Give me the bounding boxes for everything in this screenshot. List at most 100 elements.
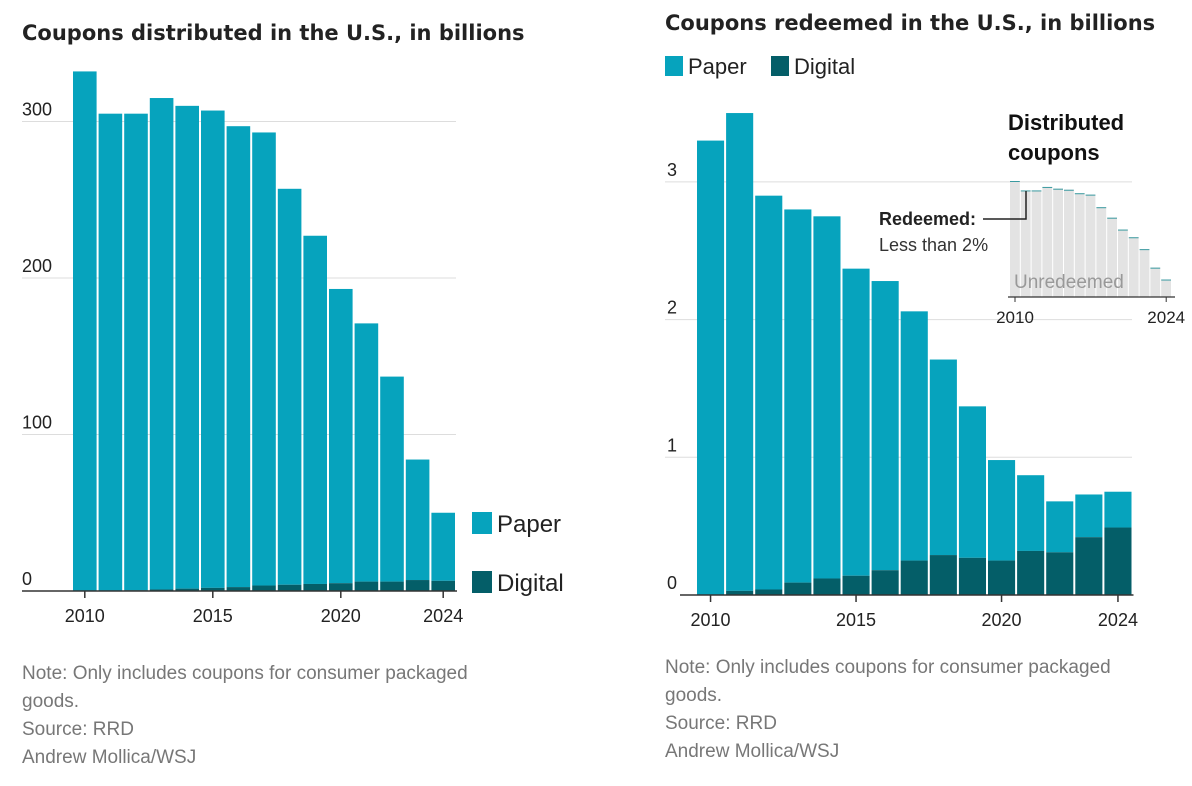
- bar-paper: [380, 376, 404, 582]
- legend-swatch-digital: [472, 571, 492, 593]
- x-tick-label: 2010: [691, 610, 731, 630]
- inset-bar-redeemed: [1128, 237, 1139, 239]
- y-tick-label: 300: [22, 100, 52, 120]
- inset-bar-redeemed: [1161, 279, 1171, 281]
- inset-bar-unredeemed: [1020, 190, 1031, 297]
- bar-paper: [871, 281, 899, 571]
- credit-line: Andrew Mollica/WSJ: [22, 747, 197, 768]
- bar-paper: [277, 188, 302, 585]
- bar-paper: [201, 110, 225, 588]
- bar-digital: [380, 581, 404, 591]
- inset-bar-redeemed: [1074, 193, 1085, 195]
- inset-bar-unredeemed: [1150, 267, 1161, 297]
- y-tick-label: 0: [667, 573, 677, 593]
- inset-bar-redeemed: [1042, 186, 1053, 188]
- bar-paper: [1104, 491, 1132, 528]
- bar-digital: [871, 570, 899, 595]
- left-notes: Note: Only includes coupons for consumer…: [22, 660, 468, 772]
- bar-paper: [405, 459, 430, 581]
- bar-paper: [929, 359, 957, 556]
- bar-paper: [303, 235, 327, 584]
- bar-paper: [813, 216, 841, 579]
- inset-title: coupons: [1008, 140, 1100, 165]
- bar-digital: [929, 555, 957, 595]
- inset-bar-unredeemed: [1118, 229, 1128, 297]
- bar-digital: [1017, 550, 1045, 595]
- bar-paper: [726, 113, 754, 591]
- bar-paper: [900, 311, 928, 561]
- bar-paper: [98, 113, 123, 592]
- y-tick-label: 100: [22, 413, 52, 433]
- x-tick-label: 2015: [836, 610, 876, 630]
- x-tick-label: 2024: [423, 606, 463, 626]
- bar-paper: [73, 71, 97, 592]
- note-line: Note: Only includes coupons for consumer…: [22, 663, 468, 684]
- y-tick-label: 200: [22, 256, 52, 276]
- bar-digital: [303, 583, 327, 591]
- annotation-leader: [983, 191, 1027, 220]
- legend-label-paper: Paper: [688, 54, 747, 79]
- inset-bar-unredeemed: [1053, 188, 1063, 297]
- inset-bar-redeemed: [1096, 207, 1107, 209]
- note-line: goods.: [22, 691, 80, 712]
- source-line: Source: RRD: [665, 713, 777, 734]
- bar-digital: [1075, 537, 1103, 595]
- y-tick-label: 2: [667, 298, 677, 318]
- bar-paper: [354, 323, 379, 582]
- annotation-text: Less than 2%: [879, 235, 988, 255]
- inset-bar-unredeemed: [1085, 194, 1096, 297]
- inset-bar-redeemed: [1107, 217, 1117, 219]
- bar-digital: [277, 584, 302, 591]
- inset-bar-redeemed: [1020, 190, 1031, 192]
- bar-digital: [201, 587, 225, 591]
- bar-digital: [149, 589, 174, 591]
- bar-digital: [988, 560, 1016, 595]
- legend-label-digital: Digital: [794, 54, 855, 79]
- y-tick-label: 3: [667, 160, 677, 180]
- inset-bar-unredeemed: [1139, 249, 1150, 297]
- bar-paper: [1075, 494, 1103, 538]
- bar-paper: [1017, 475, 1045, 551]
- inset-bar-unredeemed: [1096, 207, 1107, 297]
- inset-bar-unredeemed: [1161, 279, 1171, 297]
- inset-bar-redeemed: [1150, 267, 1161, 269]
- bar-paper: [124, 113, 148, 591]
- inset-bar-redeemed: [1118, 229, 1128, 231]
- x-tick-label: 2015: [193, 606, 233, 626]
- annotation-label: Redeemed:: [879, 209, 976, 229]
- bar-paper: [697, 140, 725, 595]
- bar-digital: [252, 585, 276, 591]
- inset-bar-redeemed: [1085, 194, 1096, 196]
- legend-label-digital: Digital: [497, 570, 564, 597]
- bar-digital: [755, 589, 783, 595]
- note-line: Note: Only includes coupons for consumer…: [665, 657, 1111, 678]
- chart-title: Coupons distributed in the U.S., in bill…: [22, 21, 525, 45]
- inset-bar-redeemed: [1031, 190, 1042, 192]
- bar-paper: [755, 195, 783, 590]
- note-line: goods.: [665, 685, 723, 706]
- bar-digital: [726, 590, 754, 595]
- bar-paper: [958, 406, 986, 558]
- bar-paper: [784, 209, 812, 583]
- bar-digital: [175, 588, 199, 591]
- bar-paper: [149, 98, 174, 590]
- chart-title: Coupons redeemed in the U.S., in billion…: [665, 11, 1155, 35]
- bar-digital: [431, 580, 455, 591]
- bar-digital: [842, 575, 870, 595]
- inset-bar-unredeemed: [1010, 181, 1020, 297]
- inset-bar-unredeemed: [1031, 190, 1042, 297]
- inset-bar-redeemed: [1139, 249, 1150, 251]
- bar-digital: [1046, 552, 1074, 595]
- legend-swatch-paper: [665, 56, 683, 76]
- inset-x-tick-label: 2024: [1147, 308, 1185, 327]
- bar-digital: [329, 583, 353, 591]
- bar-digital: [900, 560, 928, 595]
- inset-bar-redeemed: [1010, 181, 1020, 182]
- y-tick-label: 0: [22, 569, 32, 589]
- bar-paper: [226, 126, 251, 588]
- right-notes: Note: Only includes coupons for consumer…: [665, 654, 1111, 766]
- source-line: Source: RRD: [22, 719, 134, 740]
- x-tick-label: 2010: [65, 606, 105, 626]
